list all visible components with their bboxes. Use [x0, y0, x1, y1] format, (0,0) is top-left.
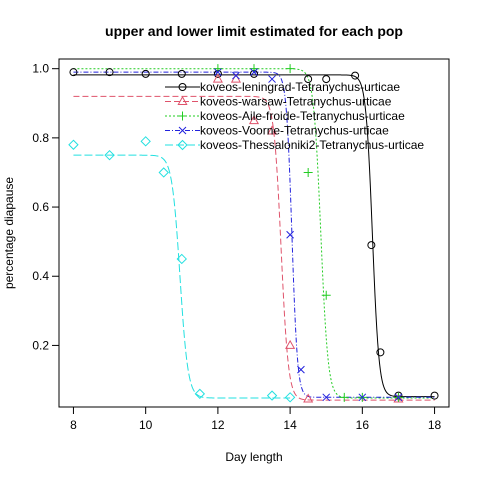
legend-entry-label: koveos-warsaw-Tetranychus-urticae — [200, 95, 392, 109]
x-tick-label: 14 — [283, 418, 297, 432]
y-tick-label: 0.2 — [32, 338, 49, 352]
y-tick-label: 0.6 — [32, 200, 49, 214]
x-axis-label: Day length — [225, 450, 282, 464]
legend-entry-label: koveos-Aile-froide-Tetranychus-urticae — [200, 109, 405, 123]
chart-title: upper and lower limit estimated for each… — [105, 23, 403, 39]
legend: koveos-leningrad-Tetranychus-urticaekove… — [165, 80, 424, 152]
y-axis-label: percentage diapause — [2, 177, 16, 289]
x-tick-label: 18 — [428, 418, 442, 432]
legend-entry-label: koveos-Voorne-Tetranychus-urticae — [200, 124, 389, 138]
y-tick-label: 0.8 — [32, 131, 49, 145]
y-tick-label: 0.4 — [32, 269, 49, 283]
legend-entry-label: koveos-Thessaloniki2-Tetranychus-urticae — [200, 138, 424, 152]
x-tick-label: 10 — [139, 418, 153, 432]
x-tick-label: 8 — [70, 418, 77, 432]
legend-entry-label: koveos-leningrad-Tetranychus-urticae — [200, 80, 400, 94]
y-tick-label: 1.0 — [32, 62, 49, 76]
x-tick-label: 16 — [356, 418, 370, 432]
x-tick-label: 12 — [211, 418, 225, 432]
